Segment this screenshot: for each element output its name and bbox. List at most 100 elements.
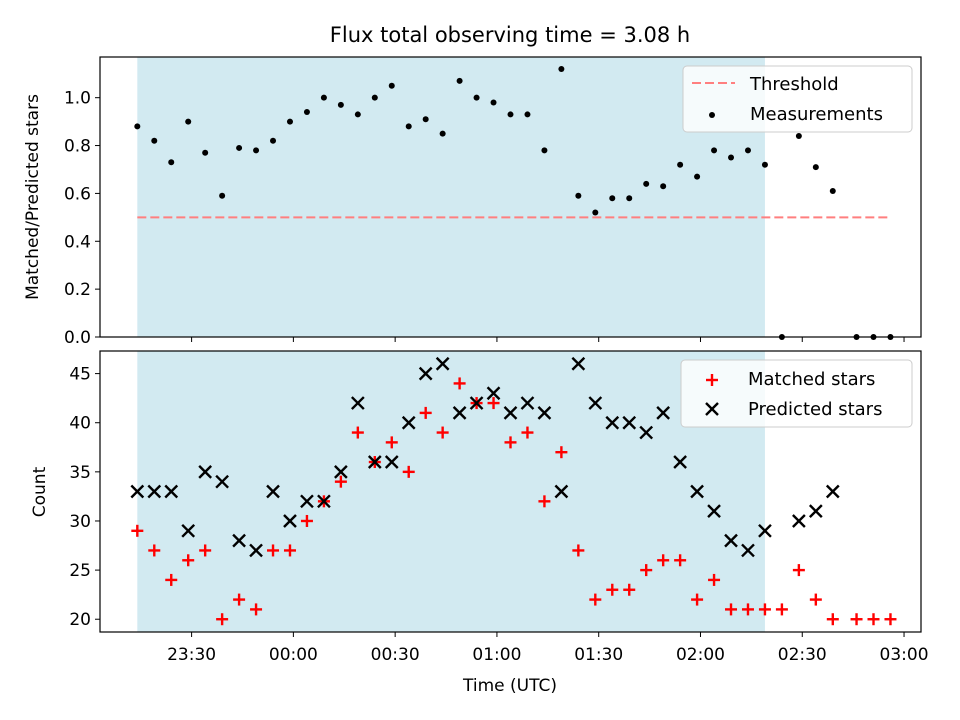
predicted-star-point: [622, 415, 637, 430]
matched-star-point: [148, 544, 161, 557]
predicted-star-point: [266, 484, 280, 499]
count-y-tick-label: 30: [69, 512, 91, 532]
matched-star-point: [792, 564, 805, 577]
matched-star-point: [555, 446, 568, 459]
predicted-star-point: [452, 406, 467, 420]
observing-window-shade: [137, 351, 765, 632]
predicted-legend-label: Predicted stars: [748, 399, 882, 420]
ratio-y-tick-label: 1.0: [64, 89, 91, 109]
predicted-star-point: [130, 484, 145, 499]
matched-star-point: [725, 603, 738, 616]
predicted-star-point: [520, 396, 535, 410]
count-y-tick-label: 20: [69, 610, 91, 630]
matched-star-point: [884, 613, 897, 626]
matched-star-point: [758, 603, 771, 616]
predicted-star-point: [503, 406, 518, 420]
predicted-star-point: [198, 465, 213, 479]
measurement-point: [185, 118, 192, 125]
ratio-y-axis-label: Matched/Predicted stars: [23, 94, 43, 300]
predicted-star-point: [707, 504, 721, 518]
ratio-y-tick-label: 0.0: [64, 328, 91, 348]
matched-star-point: [385, 436, 398, 449]
x-tick-label: 01:30: [574, 645, 623, 665]
predicted-star-point: [164, 484, 179, 499]
matched-star-point: [657, 554, 670, 567]
predicted-star-point: [401, 415, 416, 430]
predicted-star-point: [486, 386, 501, 401]
measurement-point: [422, 116, 429, 123]
measurement-point: [728, 154, 735, 161]
measurements-legend-label: Measurements: [750, 104, 883, 125]
ratio-legend: Threshold Measurements: [682, 65, 913, 133]
matched-legend-swatch: [706, 374, 718, 386]
measurement-point: [829, 188, 836, 195]
ratio-y-tick-label: 0.8: [64, 137, 91, 157]
ratio-panel: 0.0 0.2 0.4 0.6 0.8 1.0 Matched/Predicted sta…: [23, 56, 922, 348]
predicted-star-point: [537, 406, 552, 420]
measurement-point: [744, 147, 751, 154]
predicted-star-point: [673, 455, 687, 469]
measurement-point: [371, 94, 378, 101]
matched-star-point: [691, 593, 704, 606]
predicted-star-point: [300, 494, 314, 509]
predicted-star-point: [249, 543, 263, 558]
matched-star-point: [351, 426, 364, 439]
matched-legend-label: Matched stars: [748, 369, 875, 390]
measurement-point: [439, 130, 446, 137]
measurement-point: [303, 109, 310, 116]
predicted-star-point: [469, 396, 484, 410]
ratio-y-tick-label: 0.2: [64, 280, 91, 300]
measurement-point: [660, 183, 667, 190]
predicted-star-point: [690, 484, 704, 499]
predicted-star-point: [825, 484, 840, 499]
predicted-star-point: [724, 533, 738, 548]
measurements-legend-swatch: [709, 112, 715, 118]
measurement-point: [270, 137, 277, 144]
matched-star-point: [589, 593, 602, 606]
predicted-star-point: [656, 406, 671, 420]
matched-star-point: [809, 593, 822, 606]
predicted-star-point: [571, 356, 586, 371]
measurement-point: [253, 147, 260, 154]
predicted-star-point: [758, 523, 772, 538]
predicted-star-point: [367, 455, 382, 469]
predicted-legend-swatch: [705, 402, 719, 416]
x-tick-label: 01:00: [472, 645, 521, 665]
measurement-point: [694, 173, 701, 180]
measurement-point: [168, 159, 175, 166]
matched-star-point: [419, 406, 432, 419]
measurement-point: [286, 118, 293, 125]
predicted-star-point: [588, 396, 603, 410]
count-y-tick-label: 35: [69, 463, 91, 483]
matched-star-point: [606, 583, 619, 596]
observing-window-shade: [137, 57, 765, 337]
count-y-axis-label: Count: [30, 466, 50, 517]
matched-star-point: [867, 613, 880, 626]
ratio-plot-frame: [99, 56, 922, 338]
matched-star-point: [283, 544, 296, 557]
measurement-point: [354, 111, 361, 118]
count-legend: Matched stars Predicted stars: [680, 359, 913, 428]
measurement-point: [761, 161, 768, 168]
measurement-point: [219, 192, 226, 199]
measurement-point: [812, 164, 819, 171]
predicted-star-point: [639, 425, 654, 440]
measurement-point: [456, 77, 463, 84]
measurement-point: [151, 137, 158, 144]
matched-star-point: [674, 554, 687, 567]
matched-star-point: [402, 465, 415, 478]
predicted-star-point: [147, 484, 162, 499]
matched-star-point: [521, 426, 534, 439]
count-panel: 20 25 30 35 40 45 23:30 00:00 00:30 01:00 01:30 02…: [30, 350, 929, 696]
measurement-point: [202, 149, 209, 156]
measurement-point: [320, 94, 327, 101]
predicted-star-point: [808, 504, 823, 518]
measurement-point: [677, 161, 684, 168]
matched-star-point: [826, 613, 839, 626]
matched-star-point: [775, 603, 788, 616]
measurement-point: [643, 180, 650, 187]
matched-star-point: [623, 583, 636, 596]
matched-star-point: [267, 544, 280, 557]
measurement-point: [507, 111, 514, 118]
